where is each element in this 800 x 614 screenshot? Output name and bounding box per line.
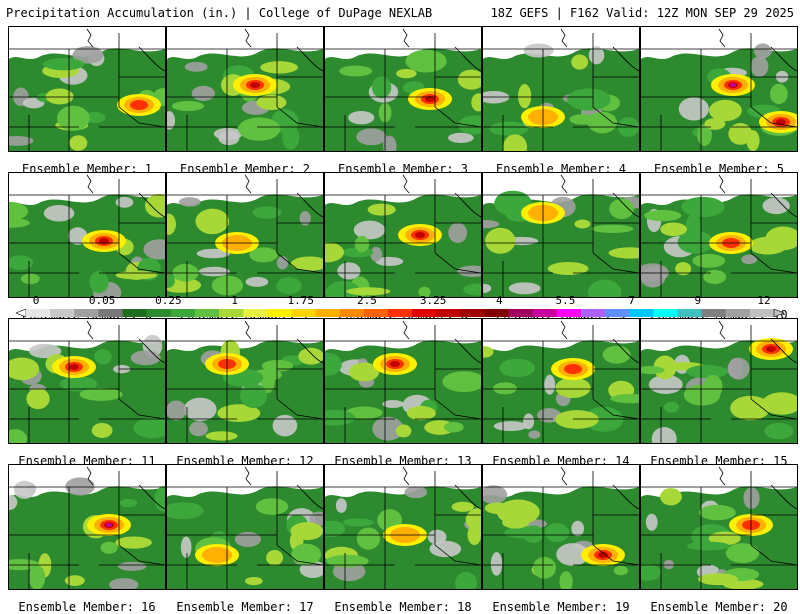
ensemble-map-4 <box>482 26 640 152</box>
colorbar-swatch <box>653 309 678 317</box>
colorbar-swatch <box>749 309 775 317</box>
ensemble-map-7 <box>166 172 324 298</box>
precip-colorbar <box>16 309 784 317</box>
colorbar-tick-label: 4 <box>495 294 503 307</box>
colorbar-tick-label: 2.5 <box>356 294 377 307</box>
ensemble-member-label: Ensemble Member: 19 <box>492 600 630 614</box>
colorbar-swatch <box>532 309 558 317</box>
colorbar-swatch <box>291 309 316 317</box>
ensemble-map-6 <box>8 172 166 298</box>
colorbar-swatch <box>412 309 437 317</box>
colorbar-swatch <box>74 309 99 317</box>
colorbar-swatch <box>580 309 606 317</box>
colorbar-min-arrow <box>16 309 27 317</box>
colorbar-swatch <box>194 309 220 317</box>
colorbar-swatch <box>605 309 630 317</box>
colorbar-tick-label: 7 <box>628 294 635 307</box>
colorbar-swatch <box>508 309 534 317</box>
colorbar-tick-label: 12 <box>757 294 771 307</box>
ensemble-member-label: Ensemble Member: 20 <box>650 600 788 614</box>
colorbar-swatch <box>122 309 147 317</box>
run-valid-time: 18Z GEFS | F162 Valid: 12Z MON SEP 29 20… <box>490 6 794 20</box>
ensemble-map-9 <box>482 172 640 298</box>
ensemble-map-8 <box>324 172 482 298</box>
colorbar-tick-label: 0.05 <box>88 294 116 307</box>
colorbar-swatch <box>556 309 582 317</box>
colorbar-tick-label: 5.5 <box>555 294 576 307</box>
colorbar-swatch <box>725 309 751 317</box>
colorbar-swatch <box>677 309 702 317</box>
ensemble-map-13 <box>324 318 482 444</box>
colorbar-tick-label: 0.25 <box>155 294 182 307</box>
ensemble-map-11 <box>8 318 166 444</box>
colorbar-tick-label: 0 <box>32 294 40 307</box>
ensemble-member-label: Ensemble Member: 17 <box>176 600 314 614</box>
ensemble-map-3 <box>324 26 482 152</box>
colorbar-swatch <box>26 309 51 317</box>
colorbar-swatch <box>219 309 244 317</box>
colorbar-swatch <box>629 309 654 317</box>
ensemble-map-1 <box>8 26 166 152</box>
colorbar-swatch <box>339 309 365 317</box>
colorbar-tick-label: 3.25 <box>419 294 447 307</box>
colorbar-swatch <box>50 309 75 317</box>
colorbar-swatch <box>98 309 123 317</box>
colorbar-swatch <box>146 309 172 317</box>
colorbar-swatch <box>460 309 485 317</box>
colorbar-swatch <box>170 309 196 317</box>
ensemble-map-20 <box>640 464 798 590</box>
colorbar-swatch <box>436 309 461 317</box>
ensemble-map-18 <box>324 464 482 590</box>
colorbar-tick-label: 9 <box>694 294 702 307</box>
ensemble-map-15 <box>640 318 798 444</box>
ensemble-map-5 <box>640 26 798 152</box>
ensemble-member-label: Ensemble Member: 16 <box>18 600 156 614</box>
colorbar-swatch <box>701 309 727 317</box>
chart-title: Precipitation Accumulation (in.) | Colle… <box>6 6 433 20</box>
ensemble-map-14 <box>482 318 640 444</box>
ensemble-map-10 <box>640 172 798 298</box>
colorbar-swatch <box>363 309 389 317</box>
colorbar-max-arrow <box>773 309 784 317</box>
colorbar-swatch <box>243 309 268 317</box>
colorbar-tick-label: 1.75 <box>287 294 314 307</box>
ensemble-map-12 <box>166 318 324 444</box>
colorbar-swatch <box>484 309 509 317</box>
colorbar-swatch <box>387 309 413 317</box>
ensemble-map-16 <box>8 464 166 590</box>
colorbar-tick-label: 1 <box>231 294 238 307</box>
ensemble-member-label: Ensemble Member: 18 <box>334 600 472 614</box>
ensemble-map-2 <box>166 26 324 152</box>
ensemble-map-19 <box>482 464 640 590</box>
ensemble-map-17 <box>166 464 324 590</box>
colorbar-swatch <box>267 309 292 317</box>
colorbar-swatch <box>315 309 340 317</box>
